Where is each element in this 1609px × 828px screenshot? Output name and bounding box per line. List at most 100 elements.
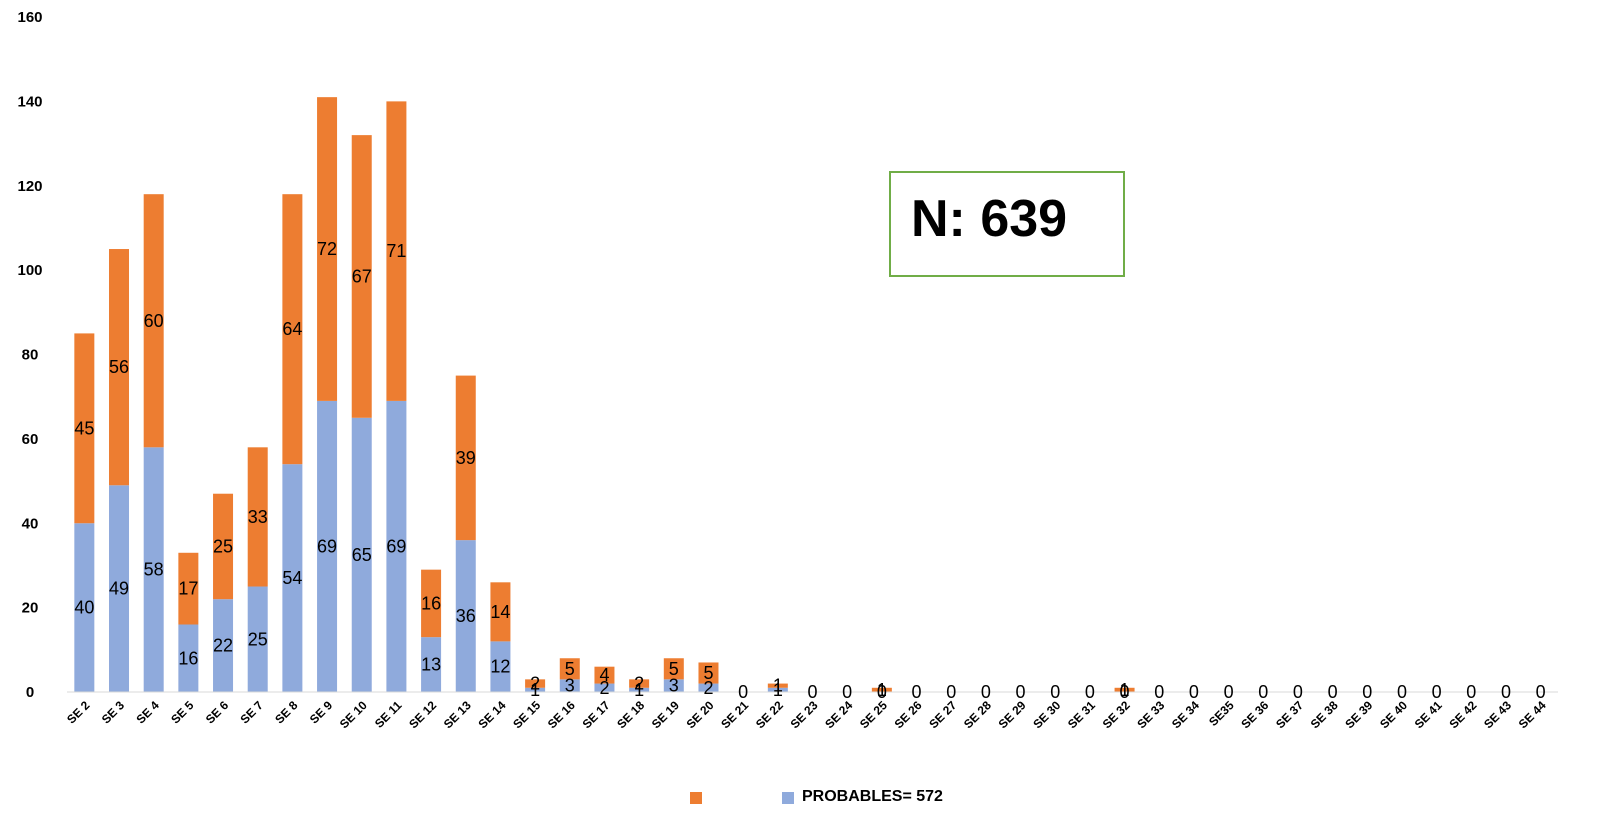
data-label-series-2: 33 <box>248 507 268 527</box>
data-label-probables: 0 <box>1120 682 1130 702</box>
data-label-probables: 1 <box>530 680 540 700</box>
data-label-series-2: 5 <box>669 659 679 679</box>
data-label-probables: 12 <box>490 657 510 677</box>
data-label-series-2: 67 <box>352 266 372 286</box>
data-label-probables: 0 <box>946 682 956 702</box>
bar-series-2 <box>559 658 580 680</box>
y-tick-label: 20 <box>22 600 39 617</box>
x-tick-label: SE 40 <box>1377 698 1410 731</box>
x-tick-label: SE 14 <box>476 698 509 731</box>
data-label-probables: 0 <box>1466 682 1476 702</box>
bar-series-2 <box>490 582 511 642</box>
bar-probables <box>386 400 407 692</box>
x-tick-label: SE 18 <box>614 698 647 731</box>
data-label-probables: 69 <box>317 536 337 556</box>
data-label-series-2: 64 <box>282 319 302 339</box>
data-label-series-2: 1 <box>773 676 783 696</box>
bar-probables <box>351 417 372 692</box>
data-label-series-2: 14 <box>490 602 510 622</box>
x-tick-label: SE 20 <box>684 698 717 731</box>
bar-probables <box>455 540 476 692</box>
x-tick-label: SE 44 <box>1516 698 1549 731</box>
bar-series-2 <box>594 666 615 684</box>
data-label-probables: 0 <box>877 682 887 702</box>
bar-probables <box>490 641 511 692</box>
bar-series-2 <box>213 493 234 600</box>
data-label-probables: 13 <box>421 655 441 675</box>
data-label-probables: 25 <box>248 629 268 649</box>
data-label-series-2: 17 <box>178 579 198 599</box>
bar-probables <box>594 683 615 692</box>
x-tick-label: SE 25 <box>857 698 890 731</box>
data-label-probables: 16 <box>178 648 198 668</box>
x-tick-label: SE 30 <box>1030 698 1063 731</box>
data-label-probables: 22 <box>213 636 233 656</box>
x-tick-label: SE 32 <box>1100 698 1133 731</box>
data-label-probables: 0 <box>1397 682 1407 702</box>
data-label-series-2: 2 <box>530 674 540 694</box>
legend-swatch-probables <box>782 792 794 804</box>
data-label-probables: 58 <box>144 560 164 580</box>
data-label-series-2: 39 <box>456 448 476 468</box>
bar-series-2 <box>455 375 476 541</box>
bar-probables <box>74 523 95 692</box>
data-label-probables: 0 <box>1258 682 1268 702</box>
bar-series-2 <box>74 333 95 524</box>
x-tick-label: SE 27 <box>926 698 959 731</box>
data-label-probables: 0 <box>1085 682 1095 702</box>
data-label-series-2: 72 <box>317 239 337 259</box>
data-label-series-2: 4 <box>599 665 609 685</box>
x-tick-label: SE 9 <box>307 698 336 727</box>
data-label-probables: 0 <box>1189 682 1199 702</box>
bar-series-2 <box>282 194 303 465</box>
data-label-probables: 0 <box>1362 682 1372 702</box>
legend-swatch-series-2 <box>690 792 702 804</box>
data-label-probables: 0 <box>807 682 817 702</box>
data-label-probables: 0 <box>1224 682 1234 702</box>
data-label-probables: 0 <box>842 682 852 702</box>
data-label-series-2: 56 <box>109 357 129 377</box>
x-tick-label: SE 10 <box>337 698 370 731</box>
bar-series-2 <box>143 194 164 448</box>
data-label-series-2: 5 <box>565 659 575 679</box>
data-label-probables: 1 <box>634 680 644 700</box>
y-tick-label: 100 <box>17 262 42 279</box>
bar-probables <box>767 687 788 692</box>
legend-label-probables: PROBABLES= 572 <box>802 788 943 805</box>
bar-series-2 <box>525 679 546 688</box>
bar-probables <box>178 624 199 692</box>
x-tick-label: SE 37 <box>1273 698 1306 731</box>
bar-probables <box>143 447 164 692</box>
data-label-probables: 0 <box>738 682 748 702</box>
x-tick-label: SE 24 <box>822 698 855 731</box>
bar-probables <box>213 599 234 692</box>
x-tick-label: SE 6 <box>203 698 232 727</box>
data-label-probables: 0 <box>981 682 991 702</box>
bar-probables <box>247 586 268 692</box>
data-label-probables: 0 <box>1016 682 1026 702</box>
data-label-probables: 2 <box>703 678 713 698</box>
x-tick-label: SE 34 <box>1169 698 1202 731</box>
bar-series-2 <box>629 679 650 688</box>
x-tick-label: SE 23 <box>788 698 821 731</box>
data-label-probables: 3 <box>669 676 679 696</box>
data-label-series-2: 1 <box>1120 680 1130 700</box>
bar-series-2 <box>317 97 338 401</box>
x-tick-label: SE 28 <box>961 698 994 731</box>
y-tick-label: 120 <box>17 178 42 195</box>
x-tick-label: SE35 <box>1206 698 1237 729</box>
y-tick-label: 0 <box>26 684 34 701</box>
data-label-series-2: 60 <box>144 311 164 331</box>
x-tick-label: SE 33 <box>1134 698 1167 731</box>
bar-probables <box>698 683 719 692</box>
bar-probables <box>282 464 303 692</box>
bar-probables <box>317 400 338 692</box>
x-tick-label: SE 8 <box>272 698 301 727</box>
x-tick-label: SE 36 <box>1238 698 1271 731</box>
data-label-probables: 0 <box>1536 682 1546 702</box>
bar-series-2 <box>698 662 719 684</box>
y-tick-label: 160 <box>17 9 42 26</box>
x-tick-label: SE 12 <box>406 698 439 731</box>
x-tick-label: SE 7 <box>238 698 267 727</box>
bar-probables <box>629 687 650 692</box>
